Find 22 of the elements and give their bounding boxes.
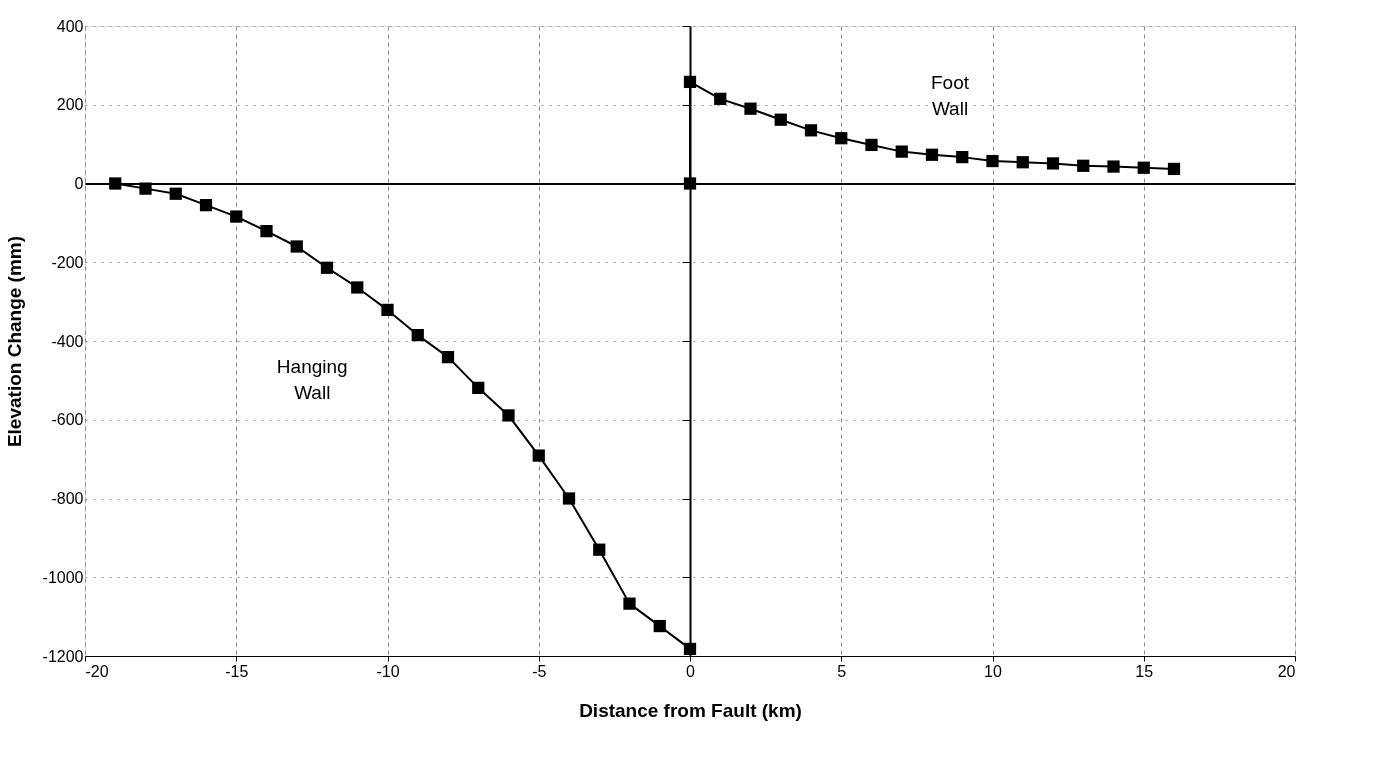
y-tick-label: -1000 (42, 568, 84, 586)
y-axis-title: Elevation Change (mm) (3, 235, 25, 448)
y-tick-label: -600 (51, 411, 84, 429)
x-tick-label: 15 (1135, 662, 1154, 680)
x-tick-label: 20 (1277, 662, 1296, 680)
x-tick-label: 10 (984, 662, 1002, 680)
x-tick-label: 5 (837, 662, 847, 680)
x-tick-label: -20 (85, 662, 109, 680)
y-tick-label: -1200 (42, 647, 84, 665)
text: Hanging Wall (276, 356, 348, 404)
series-label: Foot Wall (930, 71, 970, 119)
y-tick-label: 0 (74, 175, 84, 192)
y-tick-label: 400 (56, 17, 84, 35)
y-tick-label: -800 (51, 490, 84, 507)
y-tick-label: -200 (51, 253, 84, 271)
x-tick-label: -15 (225, 662, 249, 680)
x-tick-label: -10 (376, 662, 400, 680)
x-tick-label: -5 (532, 662, 547, 680)
x-tick-label: 0 (686, 662, 696, 680)
y-tick-label: 200 (56, 96, 84, 114)
y-tick-label: -400 (51, 332, 84, 350)
x-axis-title: Distance from Fault (km) (579, 699, 802, 721)
